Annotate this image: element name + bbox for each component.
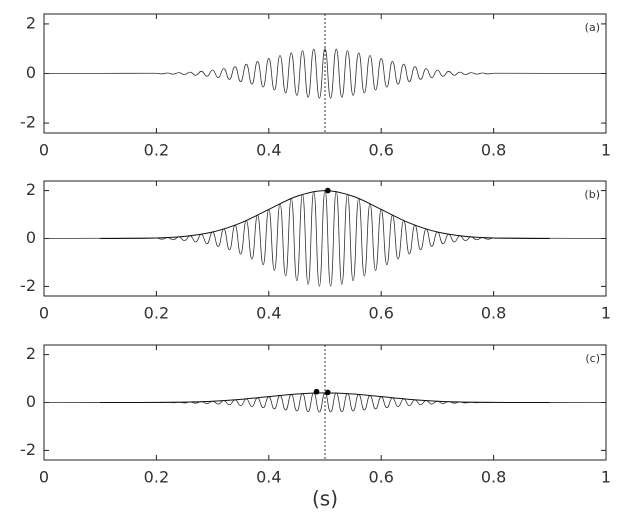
x-tick-label: 1 (601, 468, 611, 487)
envelope (100, 392, 550, 403)
x-tick-label: 1 (601, 141, 611, 160)
y-tick-label: 0 (26, 228, 36, 247)
y-tick-label: 0 (26, 392, 36, 411)
x-tick-label: 0.4 (256, 468, 281, 487)
x-tick-label: 0.8 (481, 468, 506, 487)
y-tick-label: -2 (20, 440, 36, 459)
signal (43, 48, 607, 99)
x-tick-label: 0.4 (256, 141, 281, 160)
envelope (100, 190, 550, 239)
x-tick-label: 0.6 (368, 468, 393, 487)
x-tick-label: 0.6 (368, 141, 393, 160)
marker (313, 388, 320, 395)
x-tick-label: 0.6 (368, 304, 393, 323)
marker (325, 187, 331, 194)
panel-label: (b) (584, 188, 600, 201)
x-tick-label: 0 (39, 141, 49, 160)
x-tick-label: 0.8 (481, 304, 506, 323)
x-tick-label: 0.2 (144, 304, 169, 323)
y-tick-label: 0 (26, 63, 36, 82)
marker (325, 389, 331, 396)
x-tick-label: 0.2 (144, 141, 169, 160)
panel-label: (c) (585, 352, 600, 365)
y-tick-label: 2 (26, 13, 36, 32)
x-tick-label: 0 (39, 468, 49, 487)
y-tick-label: 2 (26, 180, 36, 199)
x-tick-label: 0 (39, 304, 49, 323)
x-tick-label: 0.4 (256, 304, 281, 323)
panel-label: (a) (585, 21, 600, 34)
x-tick-label: 1 (601, 304, 611, 323)
x-axis-label: (s) (312, 487, 338, 511)
y-tick-label: -2 (20, 276, 36, 295)
x-tick-label: 0.2 (144, 468, 169, 487)
y-tick-label: 2 (26, 344, 36, 363)
y-tick-label: -2 (20, 113, 36, 132)
x-tick-label: 0.8 (481, 141, 506, 160)
